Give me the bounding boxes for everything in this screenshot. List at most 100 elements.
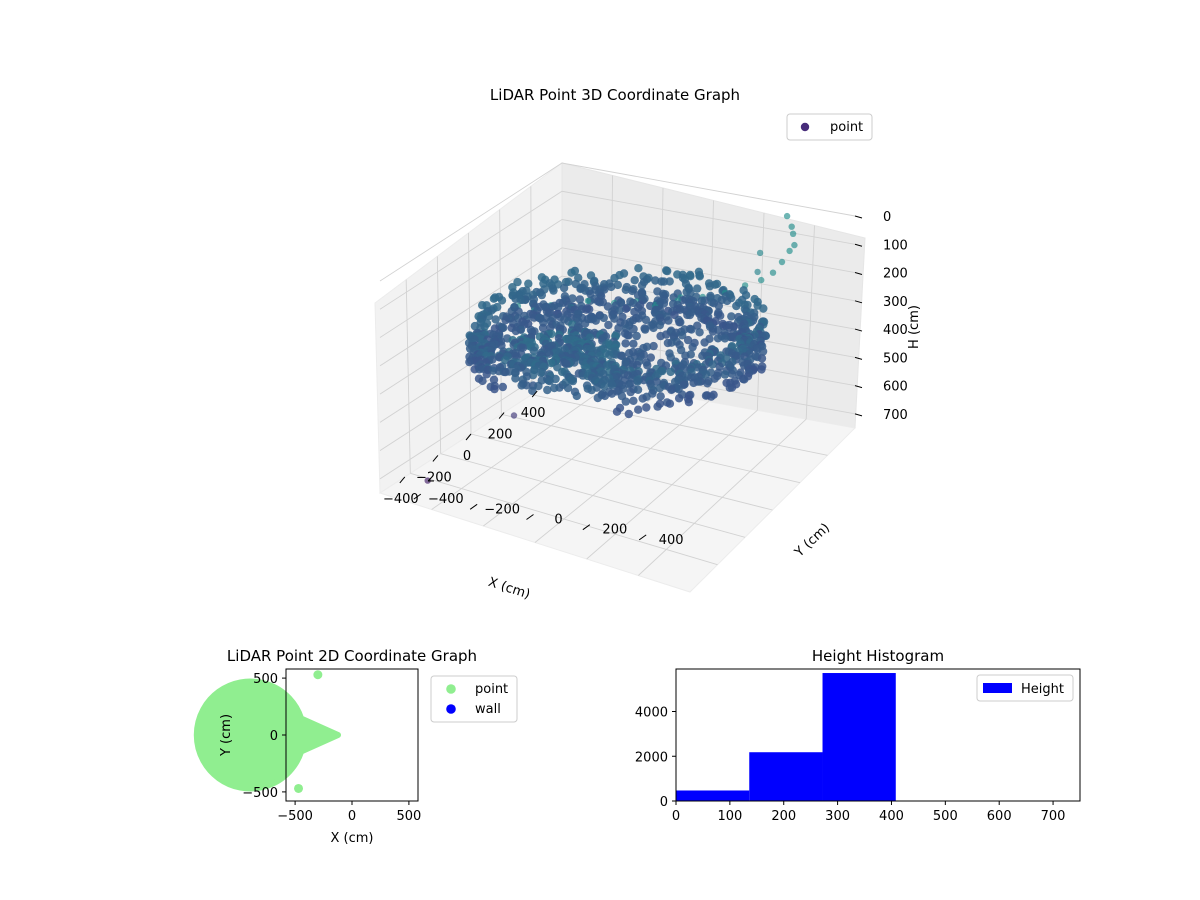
point-3d: [663, 266, 672, 276]
x-axis-label-3d: X (cm): [486, 575, 532, 603]
point-3d: [621, 339, 630, 348]
point-3d: [641, 315, 651, 325]
points-3d: [424, 212, 798, 484]
x-axis-label-2d: X (cm): [331, 831, 374, 846]
x-tick-label-hist: 100: [717, 809, 742, 824]
point-3d: [789, 230, 797, 237]
points-2d: [193, 670, 341, 793]
point-3d: [708, 327, 718, 336]
point-3d: [714, 301, 723, 311]
point-2d: [313, 670, 323, 680]
point-3d: [534, 381, 543, 391]
x-tick-3d: [399, 476, 406, 484]
point-3d: [554, 303, 563, 312]
chart-2d: −500 0 500 −500 0 500 LiDAR Point 2D Coordina…: [193, 647, 518, 846]
point-3d: [621, 285, 630, 294]
point-3d: [610, 314, 619, 323]
point-3d: [732, 301, 741, 311]
point-3d: [607, 389, 617, 398]
point-3d: [632, 331, 641, 341]
point-3d: [517, 381, 526, 390]
point-3d: [599, 313, 608, 323]
point-3d: [722, 296, 732, 306]
y-tick-label-2d: 500: [253, 672, 278, 687]
point-3d: [758, 276, 765, 284]
point-3d: [572, 391, 581, 401]
point-3d: [516, 295, 525, 305]
point-3d: [595, 298, 604, 307]
legend-2d-label-point: point: [475, 682, 508, 697]
point-3d: [513, 277, 522, 287]
histogram-bars: [676, 673, 1080, 801]
x-tick-label-3d: 400: [521, 406, 546, 421]
point-3d: [674, 394, 684, 403]
legend-3d-label: point: [830, 120, 863, 135]
point-3d: [665, 399, 675, 408]
point-3d: [593, 393, 602, 403]
point-3d: [543, 385, 552, 395]
x-tick-label-hist: 700: [1041, 809, 1066, 824]
legend-3d: point: [786, 113, 873, 141]
z-tick-label-3d: 200: [883, 267, 908, 282]
point-3d: [638, 394, 647, 403]
point-3d: [491, 315, 500, 324]
point-3d: [759, 304, 768, 313]
grid-x-wall: [436, 256, 442, 454]
point-3d: [757, 365, 766, 374]
legend-2d-marker-wall: [446, 704, 456, 714]
z-tick-label-3d: 700: [883, 408, 908, 423]
point-3d: [610, 273, 619, 283]
z-tick-label-3d: 0: [883, 210, 891, 225]
grid-y-floor: [586, 409, 758, 560]
z-tick-3d: [854, 356, 863, 360]
point-3d: [695, 328, 704, 337]
point-3d: [626, 387, 635, 397]
point-3d: [754, 268, 761, 276]
point-3d: [649, 323, 658, 333]
point-3d: [478, 376, 487, 386]
z-tick-label-3d: 400: [883, 323, 908, 338]
point-3d: [678, 331, 687, 340]
point-3d: [424, 477, 431, 484]
z-tick-3d: [854, 272, 863, 276]
point-3d: [567, 268, 576, 277]
point-3d: [465, 357, 474, 367]
point-3d: [607, 381, 617, 390]
y-tick-label-hist: 0: [660, 795, 668, 810]
point-3d: [757, 354, 767, 363]
point-3d: [655, 321, 664, 330]
legend-hist-frame: [976, 674, 1074, 702]
point-3d: [707, 392, 716, 401]
x-tick-label-3d: −200: [416, 470, 452, 485]
legend-2d: point wall: [430, 675, 518, 723]
point-3d: [720, 370, 730, 379]
legend-3d-frame: [786, 113, 873, 141]
point-3d: [629, 339, 638, 348]
point-3d: [756, 249, 764, 257]
point-3d: [575, 295, 585, 304]
point-3d: [708, 360, 717, 369]
legend-3d-marker: [800, 122, 810, 132]
x-tick-label-hist: 600: [987, 809, 1012, 824]
point-3d: [624, 409, 633, 419]
point-3d: [688, 342, 697, 352]
point-3d: [528, 386, 537, 395]
point-3d: [725, 383, 734, 392]
point-3d: [537, 290, 546, 300]
y-tick-3d: [638, 534, 647, 541]
point-3d: [758, 347, 768, 356]
y-axis-label-2d: Y (cm): [219, 714, 234, 757]
point-3d: [563, 383, 573, 393]
chart-3d-title: LiDAR Point 3D Coordinate Graph: [490, 86, 740, 104]
z-tick-3d: [854, 300, 863, 304]
point-3d: [695, 272, 704, 281]
point-3d: [684, 398, 694, 407]
point-3d: [681, 351, 690, 360]
point-3d: [559, 283, 569, 293]
axes-frame-hist: [675, 668, 1081, 802]
x-tick-label-3d: 0: [463, 449, 471, 464]
grid-y-floor: [638, 418, 807, 576]
point-3d: [655, 384, 664, 393]
point-3d: [720, 334, 730, 343]
